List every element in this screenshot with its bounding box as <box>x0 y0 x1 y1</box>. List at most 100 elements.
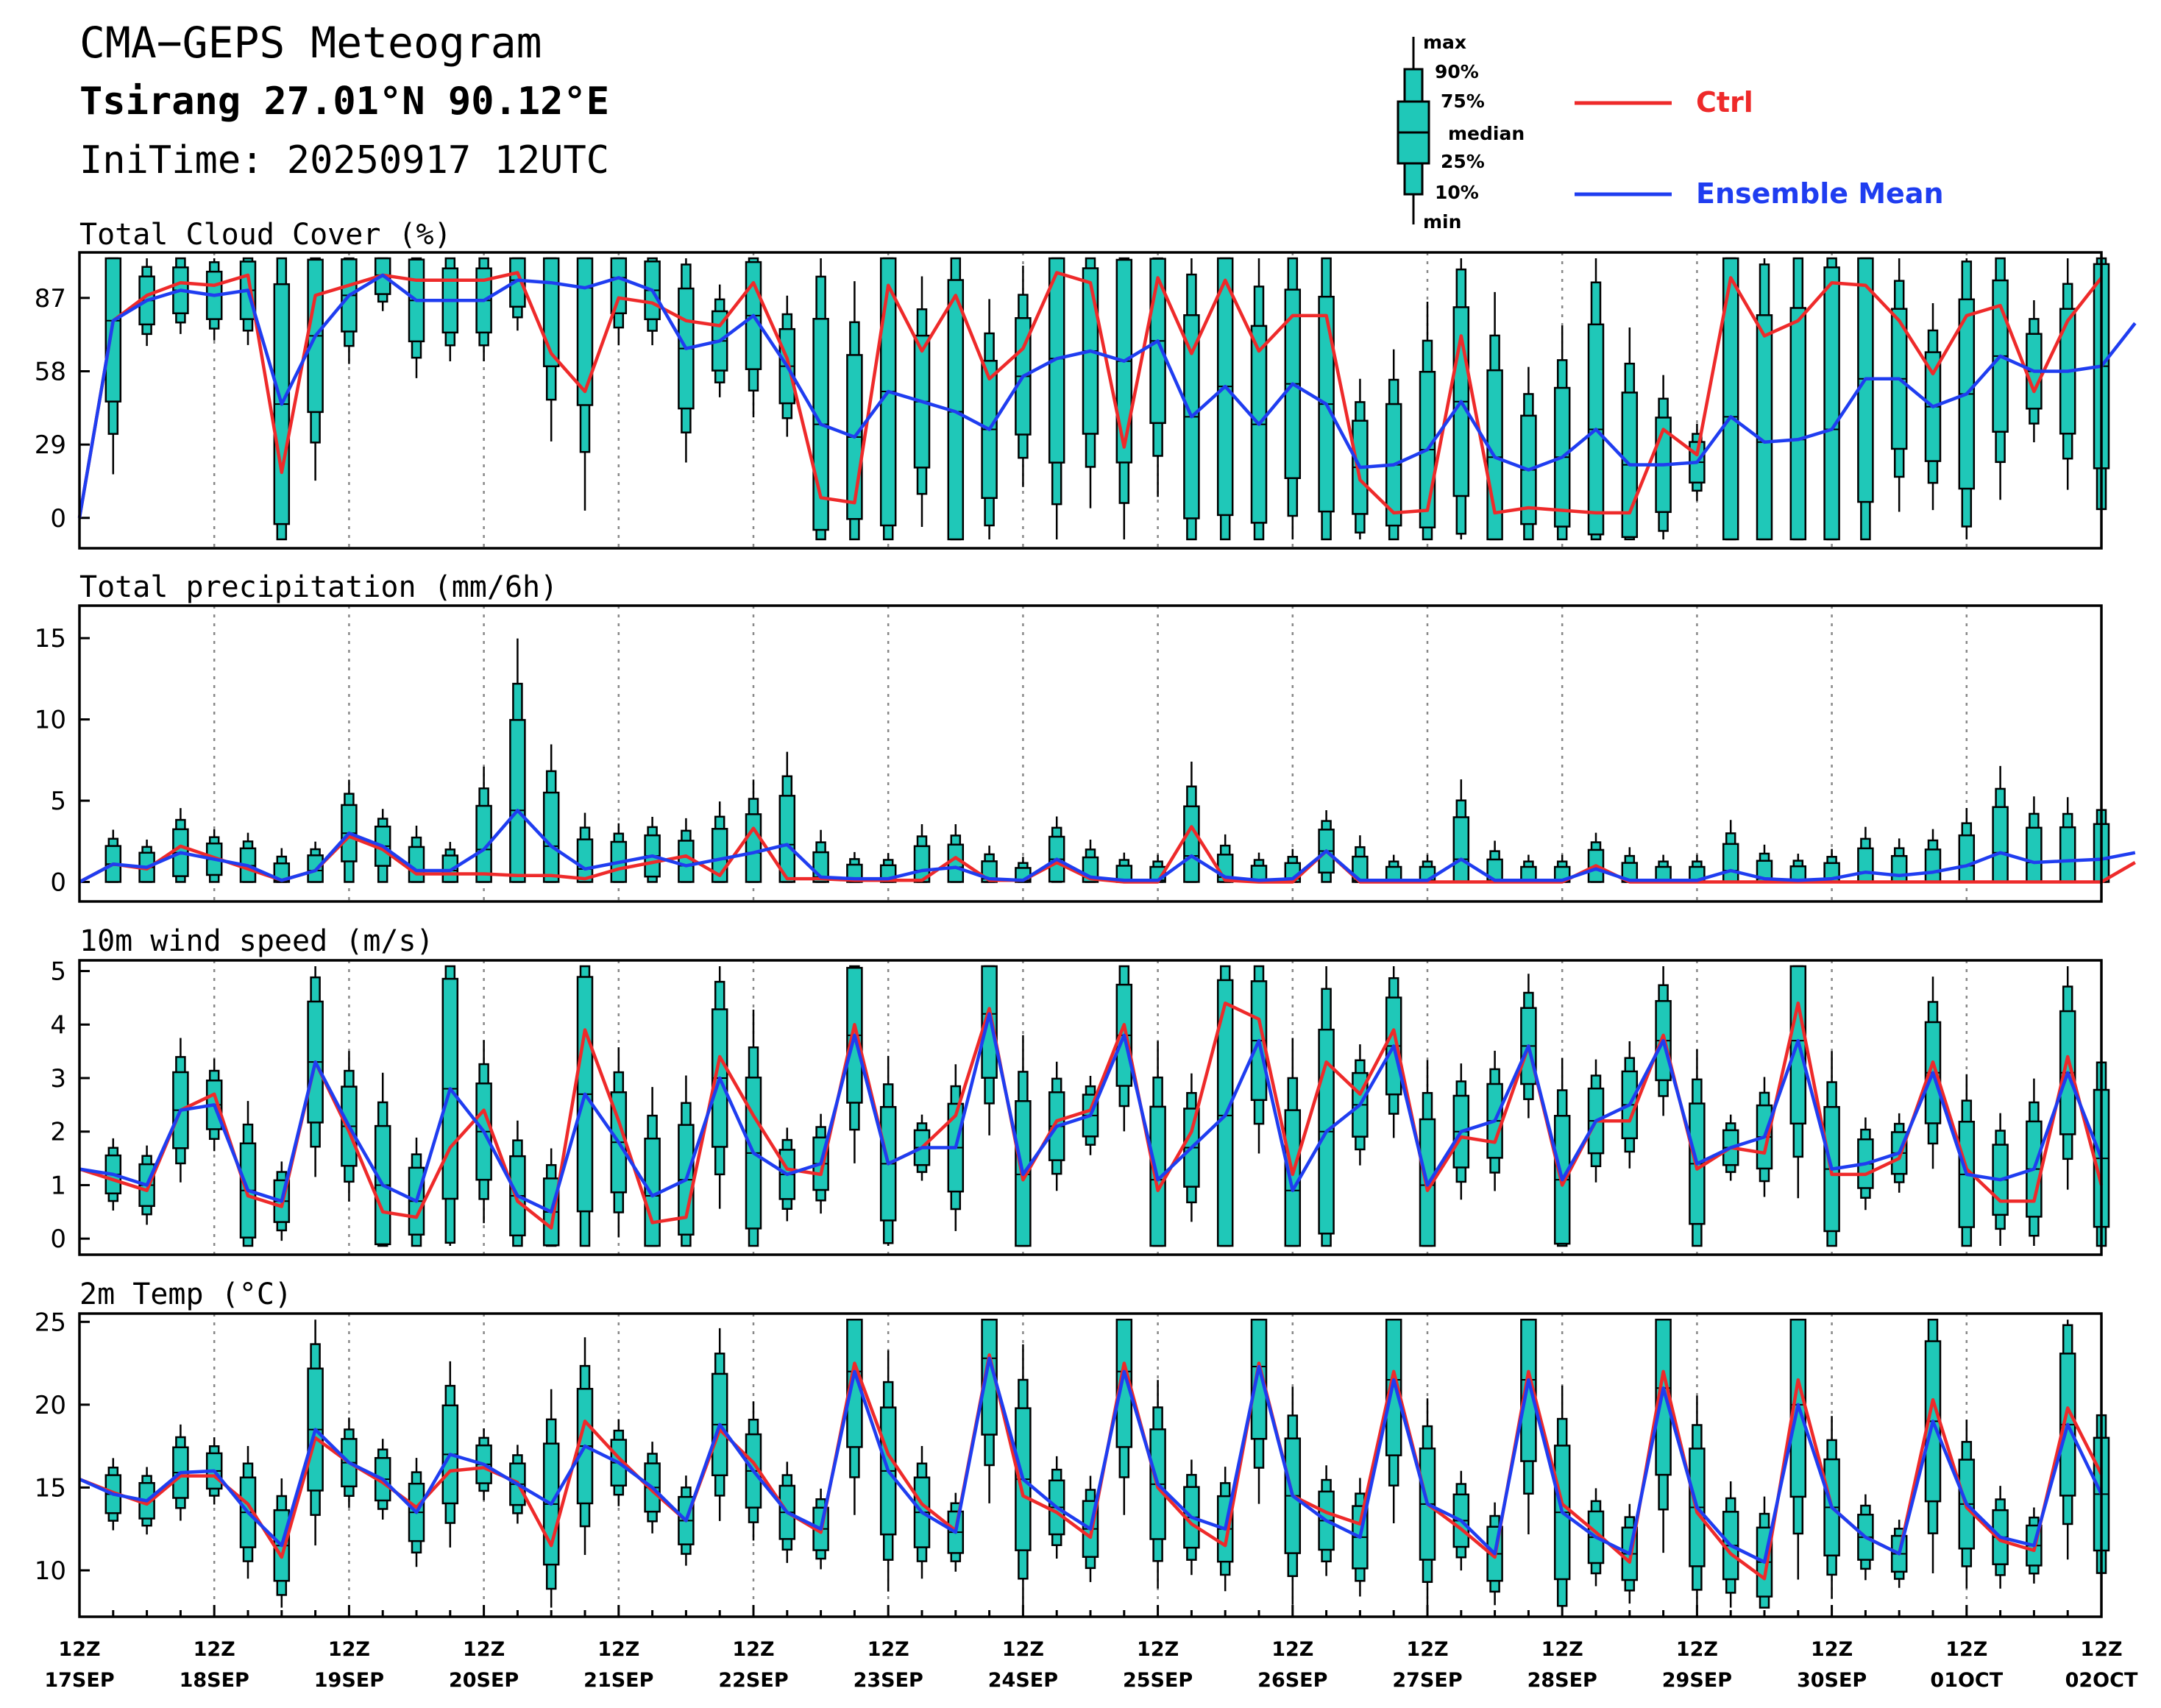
panel-frame <box>78 604 2103 903</box>
box-inner <box>1789 307 1807 541</box>
boxplot <box>1216 257 1234 541</box>
boxplot <box>408 1137 425 1247</box>
boxplot <box>846 1318 863 1515</box>
panel-frame <box>78 959 2103 1256</box>
boxplot-legend: max 90% 75% median 25% 10% min <box>1397 32 1525 233</box>
box-inner <box>1890 854 1908 883</box>
x-tick-date: 19SEP <box>314 1669 384 1692</box>
x-tick-hour: 12Z <box>328 1638 370 1661</box>
panel-title-precip: Total precipitation (mm/6h) <box>79 570 558 604</box>
boxplot <box>1284 1038 1302 1247</box>
boxplot <box>778 751 796 883</box>
box-inner <box>1452 816 1470 883</box>
box-inner <box>745 813 762 883</box>
panel-title-cloud: Total Cloud Cover (%) <box>79 218 452 252</box>
y-tick-label: 2 <box>50 1118 66 1147</box>
box-inner <box>2026 826 2043 883</box>
boxplot <box>1452 258 1470 539</box>
boxplot <box>475 257 492 362</box>
box-inner <box>542 791 560 883</box>
boxplot <box>1385 1318 1402 1523</box>
box-inner <box>610 257 628 314</box>
boxplot <box>1992 765 2009 883</box>
x-tick-date: 27SEP <box>1392 1669 1462 1692</box>
boxplot <box>374 1072 391 1247</box>
boxplot <box>2026 1078 2043 1246</box>
boxplot <box>1520 1318 1537 1534</box>
y-tick-label: 25 <box>35 1308 66 1337</box>
box-inner <box>1722 843 1739 883</box>
panel-cloud: 0 29 58 87 <box>35 251 2137 550</box>
boxplot <box>644 1087 661 1247</box>
y-tick-label: 1 <box>50 1171 66 1200</box>
legend-mean-label: Ensemble Mean <box>1696 177 1944 210</box>
box-inner <box>947 843 965 883</box>
box-inner <box>408 846 425 883</box>
boxplot <box>1318 966 1335 1247</box>
x-tick-date: 23SEP <box>854 1669 923 1692</box>
boxplot <box>1621 847 1639 883</box>
boxplot <box>1587 258 1605 541</box>
boxplot <box>1419 1060 1436 1247</box>
legend-p75: 75% <box>1441 91 1485 112</box>
boxplot <box>1789 854 1807 883</box>
x-tick-date: 22SEP <box>718 1669 788 1692</box>
box-inner <box>678 840 695 883</box>
boxplot <box>981 965 998 1135</box>
x-tick-date: 26SEP <box>1257 1669 1327 1692</box>
boxplot <box>2026 796 2043 883</box>
boxplot <box>2059 797 2076 883</box>
boxplot <box>509 638 526 883</box>
box-inner <box>1756 314 1773 541</box>
location-label: Tsirang 27.01°N 90.12°E <box>79 79 609 124</box>
legend-median: median <box>1448 123 1525 144</box>
box-inner <box>1250 1318 1268 1440</box>
boxplot <box>341 257 358 364</box>
boxplot <box>374 257 391 311</box>
boxplot <box>1789 1318 1807 1580</box>
box-inner <box>981 1318 998 1436</box>
y-tick-label: 0 <box>50 868 66 897</box>
x-tick-date: 30SEP <box>1797 1669 1867 1692</box>
boxplot <box>745 1009 762 1247</box>
y-tick-label: 5 <box>50 787 66 816</box>
legend-ctrl-label: Ctrl <box>1696 86 1753 118</box>
boxplot <box>576 812 594 883</box>
x-tick-date: 28SEP <box>1527 1669 1597 1692</box>
boxplot <box>2059 258 2076 490</box>
x-tick-hour: 12Z <box>597 1638 639 1661</box>
boxplot <box>1183 258 1200 541</box>
y-tick-label: 0 <box>50 504 66 534</box>
boxplot <box>408 257 425 378</box>
boxplot <box>509 257 526 331</box>
boxplot <box>1756 258 1773 541</box>
legend-p25: 25% <box>1441 151 1485 172</box>
boxplot <box>1318 810 1335 883</box>
box-inner <box>2059 826 2076 883</box>
box-inner <box>1823 266 1840 541</box>
x-tick-date: 01OCT <box>1930 1669 2003 1692</box>
boxplot <box>1520 366 1537 541</box>
boxplot <box>1789 965 1807 1199</box>
mean-series-line <box>79 1356 2104 1564</box>
x-tick-hour: 12Z <box>1137 1638 1179 1661</box>
box-inner <box>1115 1318 1133 1448</box>
x-tick-hour: 12Z <box>58 1638 100 1661</box>
boxplot <box>1115 852 1133 883</box>
boxplot <box>1015 1035 1032 1247</box>
y-tick-label: 0 <box>50 1225 66 1254</box>
x-tick-hour: 12Z <box>1406 1638 1448 1661</box>
boxplot <box>1789 257 1807 541</box>
y-tick-label: 20 <box>35 1391 66 1420</box>
boxplot <box>1149 257 1166 497</box>
boxplot <box>542 744 560 883</box>
boxplot <box>475 766 492 883</box>
panel-temp: 10 15 20 25 <box>35 1308 2110 1618</box>
box-inner <box>1284 1109 1302 1247</box>
boxplot <box>610 1047 628 1238</box>
x-tick-hour: 12Z <box>194 1638 235 1661</box>
box-inner <box>1958 834 1976 883</box>
boxplot <box>1149 1041 1166 1247</box>
x-tick-date: 29SEP <box>1662 1669 1732 1692</box>
boxplot <box>1284 257 1302 539</box>
